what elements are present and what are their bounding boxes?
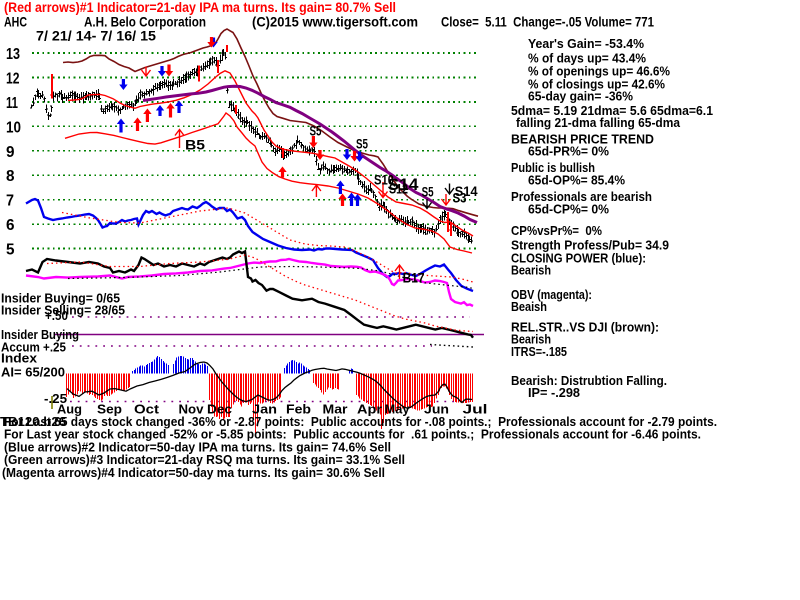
svg-text:B17: B17 [403, 270, 425, 285]
svg-text:Sep: Sep [97, 401, 122, 416]
svg-text:6: 6 [6, 217, 15, 234]
svg-text:7/ 21/ 14- 7/ 16/ 15: 7/ 21/ 14- 7/ 16/ 15 [36, 29, 157, 44]
svg-text:Public is bullish: Public is bullish [511, 160, 595, 175]
svg-text:Insider Buying= 0/65: Insider Buying= 0/65 [1, 290, 120, 305]
svg-text:(C)2015 www.tigersoft.com: (C)2015 www.tigersoft.com [252, 15, 418, 30]
svg-text:ITRS=-.185: ITRS=-.185 [511, 344, 567, 359]
svg-text:65d-OP%= 85.4%: 65d-OP%= 85.4% [528, 172, 625, 187]
svg-text:Jun: Jun [424, 401, 449, 416]
svg-text:S5: S5 [422, 184, 434, 199]
svg-text:5dma= 5.19 21dma= 5.6 65dma=6.: 5dma= 5.19 21dma= 5.6 65dma=6.1 [511, 103, 713, 118]
svg-text:9: 9 [6, 144, 15, 161]
svg-text:8: 8 [6, 168, 15, 185]
svg-text:65-day gain= -36%: 65-day gain= -36% [528, 89, 633, 104]
svg-text:% of days up= 43.4%: % of days up= 43.4% [528, 50, 646, 65]
svg-text:AI= 65/200: AI= 65/200 [1, 364, 65, 379]
svg-text:Accum +.25: Accum +.25 [1, 339, 66, 354]
svg-text:Bearish: Distrubtion Falling.: Bearish: Distrubtion Falling. [511, 373, 667, 388]
svg-text:13: 13 [6, 46, 20, 63]
svg-text:Dec: Dec [207, 401, 232, 416]
svg-text:A.H. Belo Corporation: A.H. Belo Corporation [84, 15, 206, 30]
svg-text:OBV (magenta):: OBV (magenta): [511, 287, 592, 302]
svg-text:Year's Gain= -53.4%: Year's Gain= -53.4% [528, 36, 644, 51]
svg-text:-.25: -.25 [44, 391, 67, 406]
svg-text:S5: S5 [356, 137, 368, 152]
svg-text:TB120.b26: TB120.b26 [0, 414, 66, 429]
svg-text:Bearish: Bearish [511, 263, 551, 278]
svg-text:Aug: Aug [57, 401, 82, 416]
svg-text:AHC: AHC [4, 15, 27, 30]
svg-text:Insider Selling= 28/65: Insider Selling= 28/65 [1, 302, 125, 317]
svg-text:65d-PR%= 0%: 65d-PR%= 0% [528, 143, 609, 158]
svg-text:Beaish: Beaish [511, 299, 547, 314]
svg-text:+.50: +.50 [45, 308, 68, 323]
svg-text:For Last year stock changed -5: For Last year stock changed -52% or -5.8… [4, 427, 701, 442]
svg-text:10: 10 [6, 119, 21, 136]
svg-text:Strength Profess/Pub= 34.9: Strength Profess/Pub= 34.9 [511, 238, 669, 253]
svg-text:5: 5 [6, 242, 15, 259]
svg-text:(Green arrows)#3 Indicator=21-: (Green arrows)#3 Indicator=21-day RSQ ma… [4, 452, 405, 467]
svg-text:Close= 5.11 Change=-.05 Volu: Close= 5.11 Change=-.05 Volume= 771 [441, 15, 654, 30]
svg-text:B5: B5 [185, 138, 206, 153]
svg-text:Index: Index [1, 351, 38, 366]
svg-text:Nov: Nov [179, 401, 205, 416]
svg-text:Feb: Feb [286, 401, 311, 416]
svg-text:(Blue arrows)#2 Indicator=50-d: (Blue arrows)#2 Indicator=50-day IPA ma … [4, 439, 391, 454]
svg-text:S3: S3 [453, 191, 467, 206]
svg-text:IP= -.298: IP= -.298 [528, 385, 580, 400]
svg-text:Jan: Jan [252, 401, 277, 416]
svg-text:S5: S5 [310, 124, 322, 139]
svg-text:CLOSING POWER (blue):: CLOSING POWER (blue): [511, 251, 646, 266]
svg-text:Professionals are bearish: Professionals are bearish [511, 189, 652, 204]
svg-text:Mar: Mar [323, 401, 348, 416]
svg-text:(Red arrows)#1 Indicator=21-da: (Red arrows)#1 Indicator=21-day IPA ma t… [4, 0, 396, 15]
svg-text:Bearish: Bearish [511, 332, 551, 347]
svg-text:7: 7 [6, 193, 14, 210]
svg-text:For Last 65 days stock changed: For Last 65 days stock changed -36% or -… [4, 414, 717, 429]
svg-text:Jul: Jul [463, 401, 488, 416]
svg-text:S12: S12 [389, 182, 408, 197]
svg-text:S10: S10 [374, 173, 394, 188]
svg-text:BEARISH PRICE TREND: BEARISH PRICE TREND [511, 131, 654, 146]
svg-text:12: 12 [6, 71, 20, 88]
svg-text:S14: S14 [388, 176, 420, 194]
svg-text:(Magenta arrows)#4 Indicator=5: (Magenta arrows)#4 Indicator=50-day ma t… [2, 465, 385, 480]
svg-text:Apr: Apr [357, 401, 382, 416]
svg-text:65d-CP%= 0%: 65d-CP%= 0% [528, 201, 609, 216]
svg-text:% of closings up= 42.6%: % of closings up= 42.6% [528, 77, 665, 92]
svg-text:S14: S14 [455, 184, 478, 199]
svg-text:falling 21-dma falling 65-dma: falling 21-dma falling 65-dma [516, 115, 681, 130]
svg-text:Oct: Oct [134, 401, 160, 416]
svg-text:% of openings up= 46.6%: % of openings up= 46.6% [528, 64, 670, 79]
svg-text:Insider Buying: Insider Buying [1, 327, 79, 342]
svg-text:11: 11 [6, 95, 18, 112]
svg-text:REL.STR..VS DJI (brown):: REL.STR..VS DJI (brown): [511, 320, 659, 335]
svg-text:CP%vsPr%= 0%: CP%vsPr%= 0% [511, 223, 602, 238]
svg-text:May: May [385, 401, 411, 416]
